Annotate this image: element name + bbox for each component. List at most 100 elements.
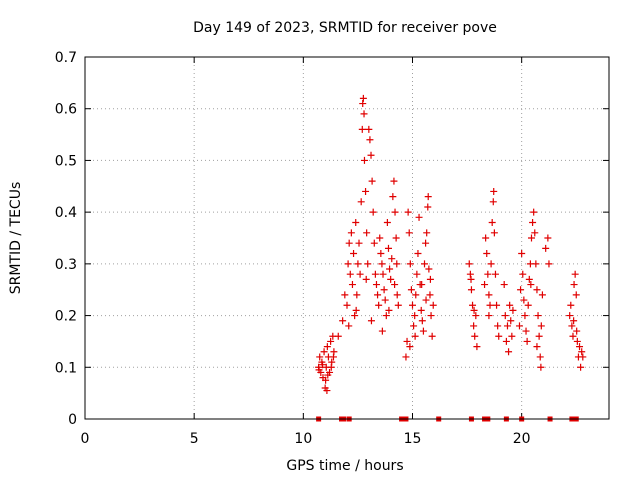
data-point [341, 291, 349, 299]
data-point [465, 260, 473, 268]
data-point [358, 125, 366, 133]
data-point [359, 100, 367, 108]
data-point [406, 260, 414, 268]
data-point [495, 332, 503, 340]
data-point [568, 322, 576, 330]
data-point [466, 270, 474, 278]
data-point [487, 260, 495, 268]
data-point [537, 322, 545, 330]
data-point [579, 353, 587, 361]
data-point [413, 270, 421, 278]
x-tick-label: 10 [294, 431, 312, 447]
data-point [483, 250, 491, 258]
data-point [469, 301, 477, 309]
data-point [320, 348, 328, 356]
data-point [406, 343, 414, 351]
data-point [522, 327, 530, 335]
y-axis-label: SRMTID / TECUs [8, 182, 24, 295]
data-point [422, 239, 430, 247]
data-point [490, 229, 498, 237]
data-point [390, 177, 398, 185]
data-point [531, 229, 539, 237]
data-point [426, 275, 434, 283]
data-point [489, 198, 497, 206]
data-point [567, 301, 575, 309]
data-point [578, 348, 586, 356]
data-point [323, 343, 331, 351]
data-point [573, 327, 581, 335]
data-point [490, 187, 498, 195]
data-point [519, 270, 527, 278]
data-point [525, 275, 533, 283]
data-point [362, 275, 370, 283]
data-point [411, 332, 419, 340]
data-point [391, 208, 399, 216]
data-point [345, 322, 353, 330]
data-point [530, 208, 538, 216]
data-point [391, 281, 399, 289]
data-point [387, 275, 395, 283]
data-point [393, 260, 401, 268]
data-point [533, 343, 541, 351]
data-point [359, 94, 367, 102]
data-point [393, 291, 401, 299]
data-point [327, 363, 335, 371]
data-point [407, 286, 415, 294]
y-tick-label: 0 [68, 412, 77, 428]
data-point [425, 265, 433, 273]
data-point [355, 239, 363, 247]
data-point [472, 312, 480, 320]
data-point [520, 296, 528, 304]
data-point [572, 291, 580, 299]
data-point [501, 312, 509, 320]
data-point [381, 296, 389, 304]
data-point [427, 312, 435, 320]
data-point [383, 218, 391, 226]
data-point [473, 343, 481, 351]
data-point [319, 361, 327, 369]
data-point [421, 260, 429, 268]
data-point [353, 291, 361, 299]
data-point [360, 110, 368, 118]
data-point [378, 327, 386, 335]
data-point [533, 286, 541, 294]
x-tick-label: 15 [404, 431, 422, 447]
data-point [356, 270, 364, 278]
data-point [374, 291, 382, 299]
data-point [485, 312, 493, 320]
data-point [424, 203, 432, 211]
data-point [363, 229, 371, 237]
data-point [417, 306, 425, 314]
data-point [354, 260, 362, 268]
x-tick-label: 5 [190, 431, 199, 447]
data-point [322, 376, 330, 384]
data-point [365, 125, 373, 133]
data-point [418, 281, 426, 289]
data-point [348, 281, 356, 289]
y-tick-label: 0.2 [55, 309, 77, 325]
data-point [545, 260, 553, 268]
data-point [566, 312, 574, 320]
data-point [570, 317, 578, 325]
data-point [364, 260, 372, 268]
data-point [515, 322, 523, 330]
data-point [491, 270, 499, 278]
data-point [509, 306, 517, 314]
data-point [488, 218, 496, 226]
data-point [573, 337, 581, 345]
data-point [352, 306, 360, 314]
data-point [569, 332, 577, 340]
data-point [507, 317, 515, 325]
data-point [521, 312, 529, 320]
data-point [467, 275, 475, 283]
data-point [344, 260, 352, 268]
data-point [532, 260, 540, 268]
data-point [482, 234, 490, 242]
data-point [410, 322, 418, 330]
data-point [347, 229, 355, 237]
data-point [380, 286, 388, 294]
data-point [503, 322, 511, 330]
data-point [392, 234, 400, 242]
data-point [536, 353, 544, 361]
x-tick-label: 20 [513, 431, 531, 447]
